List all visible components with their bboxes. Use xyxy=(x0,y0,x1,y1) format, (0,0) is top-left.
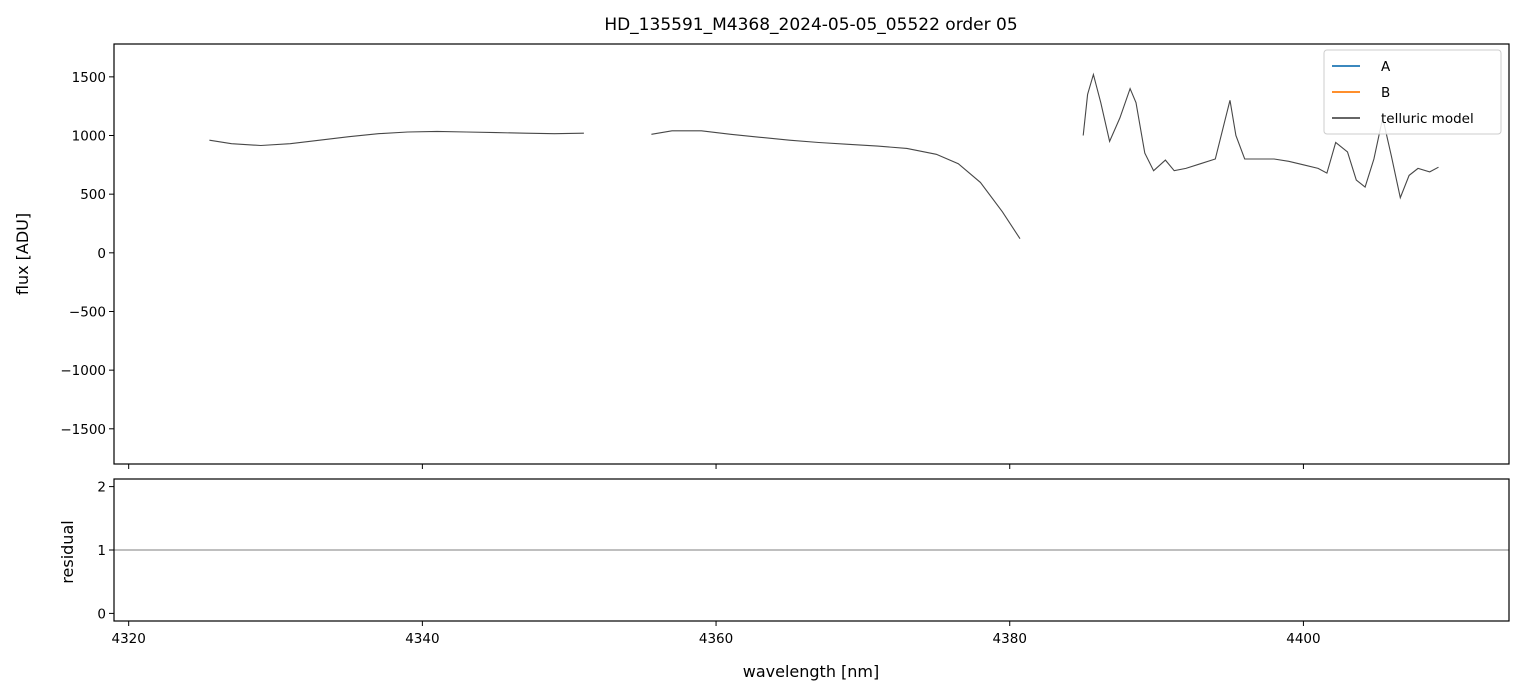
bottom-panel-axes: 2 1 0 4320 4340 4360 4380 4400 xyxy=(97,480,1320,647)
x-tick-label: 4380 xyxy=(993,631,1027,647)
top-y-tick-label: 0 xyxy=(97,246,106,262)
top-panel-frame xyxy=(113,43,1510,465)
top-y-tick-label: −1000 xyxy=(60,363,106,379)
bottom-y-tick-label: 2 xyxy=(97,480,106,496)
top-y-tick-label: 1500 xyxy=(72,70,106,86)
x-tick-label: 4320 xyxy=(112,631,146,647)
bottom-y-tick-label: 1 xyxy=(97,543,106,559)
legend: A B telluric model xyxy=(1323,49,1502,135)
bottom-y-tick-label: 0 xyxy=(97,606,106,622)
telluric-model-line xyxy=(209,72,1439,240)
legend-label-a: A xyxy=(1381,59,1391,75)
bottom-y-axis-label: residual xyxy=(58,520,77,583)
x-tick-label: 4400 xyxy=(1286,631,1320,647)
legend-box xyxy=(1323,49,1502,135)
legend-label-b: B xyxy=(1381,85,1390,101)
top-y-tick-label: 1000 xyxy=(72,129,106,145)
bottom-panel-plot-area xyxy=(114,549,1509,551)
x-tick-label: 4360 xyxy=(699,631,733,647)
bottom-panel-frame xyxy=(113,478,1510,622)
legend-label-telluric: telluric model xyxy=(1381,111,1474,127)
x-axis-label: wavelength [nm] xyxy=(743,662,880,681)
chart-title: HD_135591_M4368_2024-05-05_05522 order 0… xyxy=(604,15,1017,35)
top-y-tick-label: −1500 xyxy=(60,422,106,438)
top-y-tick-label: 500 xyxy=(80,187,106,203)
top-panel-axes: 1500 1000 500 0 −500 −1000 −1500 xyxy=(60,70,1304,469)
top-y-axis-label: flux [ADU] xyxy=(13,213,32,295)
top-y-tick-label: −500 xyxy=(69,304,106,320)
x-tick-label: 4340 xyxy=(405,631,439,647)
